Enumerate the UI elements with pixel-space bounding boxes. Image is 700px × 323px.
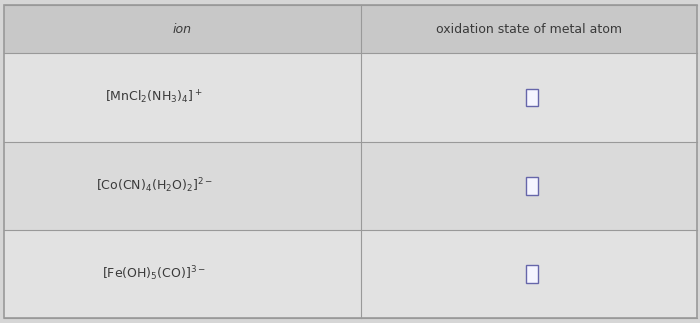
Text: $[\mathrm{Co(CN)_4(H_2O)_2}]^{2-}$: $[\mathrm{Co(CN)_4(H_2O)_2}]^{2-}$ <box>96 176 212 195</box>
Text: $[\mathrm{MnCl_2(NH_3)_4}]^+$: $[\mathrm{MnCl_2(NH_3)_4}]^+$ <box>105 89 203 106</box>
Text: oxidation state of metal atom: oxidation state of metal atom <box>435 23 622 36</box>
Bar <box>360 53 696 142</box>
Bar <box>526 265 538 283</box>
Bar <box>4 230 360 318</box>
Bar <box>360 230 696 318</box>
Bar <box>4 142 360 230</box>
Bar <box>4 53 360 142</box>
Bar <box>360 142 696 230</box>
Bar <box>526 177 538 195</box>
Bar <box>4 5 360 53</box>
Bar <box>526 89 538 106</box>
Text: ion: ion <box>172 23 192 36</box>
Bar <box>360 5 696 53</box>
Text: $[\mathrm{Fe(OH)_5(CO)}]^{3-}$: $[\mathrm{Fe(OH)_5(CO)}]^{3-}$ <box>102 265 206 283</box>
